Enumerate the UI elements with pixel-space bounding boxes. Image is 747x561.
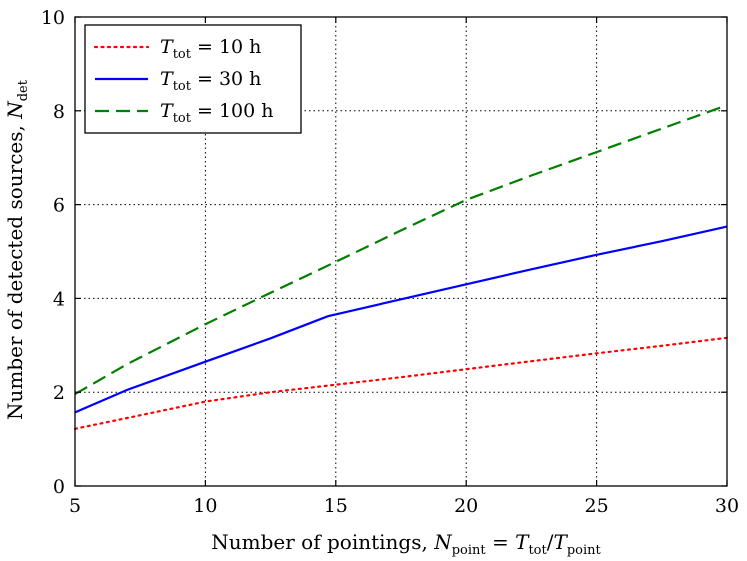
x-tick-label-15: 15 — [324, 495, 348, 517]
x-label-t-sub: tot — [528, 543, 547, 558]
x-tick-label-25: 25 — [585, 495, 609, 517]
series-line-t-tot-30-h — [74, 225, 728, 414]
x-tick-label-10: 10 — [193, 495, 217, 517]
series-group — [73, 104, 729, 430]
y-label-var: N — [3, 100, 27, 120]
x-label-equals: = — [486, 530, 515, 554]
y-label-sub: det — [16, 79, 31, 101]
x-tick-label-20: 20 — [454, 495, 478, 517]
x-label-tp-var: T — [553, 530, 568, 554]
x-axis-label: Number of pointings, Npoint = Ttot/Tpoin… — [211, 530, 601, 558]
series-line-t-tot-100-h — [74, 104, 728, 396]
legend-label-30h: Ttot = 30 h — [160, 68, 261, 94]
y-tick-label-8: 8 — [53, 101, 65, 123]
x-label-tp-sub: point — [567, 543, 602, 558]
legend-label-10h: Ttot = 10 h — [160, 36, 261, 62]
x-label-t-var: T — [515, 530, 530, 554]
x-tick-label-30: 30 — [715, 495, 739, 517]
x-label-n-var: N — [433, 530, 453, 554]
x-tick-label-5: 5 — [69, 495, 81, 517]
legend: Ttot = 10 h Ttot = 30 h Ttot = 100 h — [84, 24, 302, 134]
y-label-prefix: Number of detected sources, — [3, 119, 27, 420]
y-tick-label-10: 10 — [41, 7, 65, 29]
x-label-slash: / — [547, 530, 554, 554]
legend-label-100h: Ttot = 100 h — [160, 100, 274, 126]
y-axis-label: Number of detected sources, Ndet — [3, 79, 31, 420]
plot-frame — [74, 16, 728, 487]
x-label-prefix: Number of pointings, — [211, 530, 434, 554]
x-label-n-sub: point — [452, 543, 487, 558]
y-tick-label-2: 2 — [53, 382, 65, 404]
y-tick-label-0: 0 — [53, 476, 65, 498]
y-tick-label-4: 4 — [53, 288, 65, 310]
series-line-t-tot-10-h — [73, 336, 729, 430]
y-tick-label-6: 6 — [53, 195, 65, 217]
